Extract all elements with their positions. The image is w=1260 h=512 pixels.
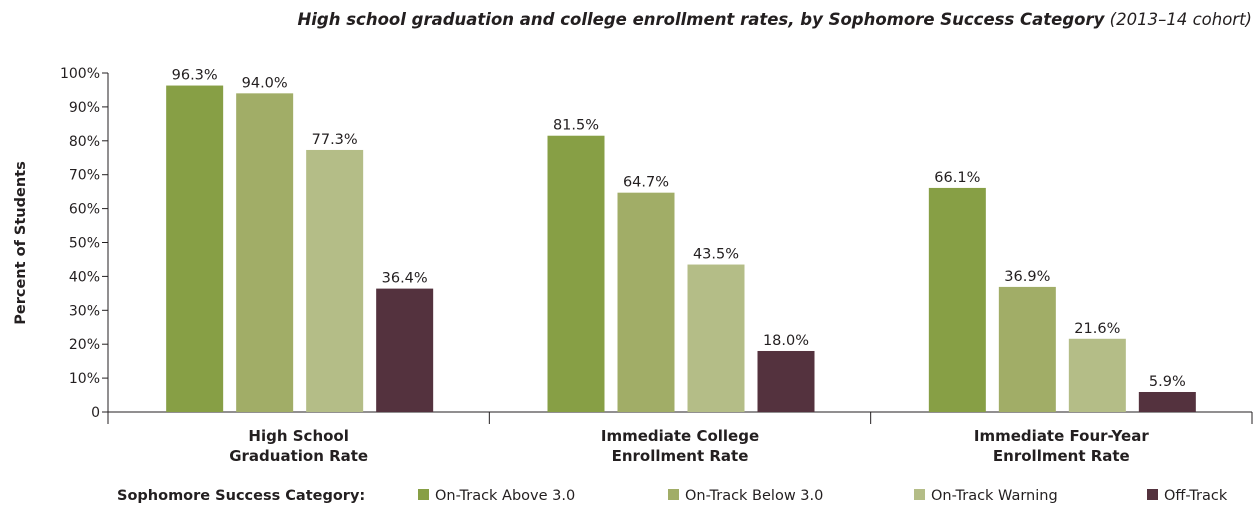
legend-label-off-track: Off-Track [1164, 488, 1228, 504]
bar [1138, 391, 1196, 412]
data-label: 5.9% [1149, 374, 1186, 390]
x-category-label: Graduation Rate [229, 447, 368, 465]
data-label: 77.3% [312, 132, 358, 148]
y-tick-label: 60% [69, 202, 100, 218]
legend-swatch-on-track-warning [914, 489, 925, 500]
chart-subtitle: (2013–14 cohort) [1109, 10, 1252, 29]
data-label: 36.9% [1004, 269, 1050, 285]
x-category-label: Immediate Four-Year [974, 427, 1149, 445]
legend-swatch-on-track-above [418, 489, 429, 500]
legend-swatch-on-track-below [668, 489, 679, 500]
legend-swatch-off-track [1147, 489, 1158, 500]
data-label: 21.6% [1074, 321, 1120, 337]
data-label: 64.7% [623, 175, 669, 191]
bar [998, 286, 1056, 412]
chart-title-main: High school graduation and college enrol… [297, 10, 1105, 29]
y-tick-label: 70% [69, 168, 100, 184]
bar [1068, 338, 1126, 412]
y-tick-label: 80% [69, 134, 100, 150]
bar [236, 93, 294, 412]
bar [547, 135, 605, 412]
legend-label-on-track-below: On-Track Below 3.0 [685, 488, 824, 504]
x-category-label: Immediate College [601, 427, 759, 445]
bar-chart: 0 10% 20% 30% 40% 50% 60% 70% 80% 90% 100% 96.3% 94.… [60, 66, 1253, 465]
chart-title: High school graduation and college enrol… [0, 10, 1252, 29]
legend-item-on-track-below: On-Track Below 3.0 [668, 488, 823, 504]
data-label: 66.1% [934, 170, 980, 186]
y-tick-label: 10% [69, 371, 100, 387]
y-tick-label: 0 [91, 405, 100, 421]
data-label: 43.5% [693, 247, 739, 263]
bar [757, 350, 815, 412]
y-tick-label: 90% [69, 100, 100, 116]
data-label: 81.5% [553, 118, 599, 134]
legend: Sophomore Success Category: On-Track Abo… [0, 488, 1260, 508]
legend-item-off-track: Off-Track [1147, 488, 1227, 504]
y-tick-label: 40% [69, 269, 100, 285]
bar [306, 149, 364, 412]
bar [166, 85, 224, 412]
data-label: 94.0% [242, 75, 288, 91]
y-tick-label: 30% [69, 303, 100, 319]
bar [928, 187, 986, 412]
bar [617, 192, 675, 412]
bar [376, 288, 434, 412]
y-tick-label: 50% [69, 236, 100, 252]
data-label: 18.0% [763, 333, 809, 349]
legend-item-on-track-warning: On-Track Warning [914, 488, 1058, 504]
bar [687, 264, 745, 412]
legend-item-on-track-above: On-Track Above 3.0 [418, 488, 575, 504]
legend-label-on-track-warning: On-Track Warning [931, 488, 1058, 504]
x-category-label: Enrollment Rate [612, 447, 749, 465]
x-category-label: Enrollment Rate [993, 447, 1130, 465]
y-tick-label: 100% [60, 66, 100, 82]
y-tick-label: 20% [69, 337, 100, 353]
data-label: 36.4% [382, 271, 428, 287]
legend-label-on-track-above: On-Track Above 3.0 [435, 488, 576, 504]
legend-title: Sophomore Success Category: [117, 488, 366, 504]
data-label: 96.3% [172, 68, 218, 84]
x-category-label: High School [248, 427, 348, 445]
